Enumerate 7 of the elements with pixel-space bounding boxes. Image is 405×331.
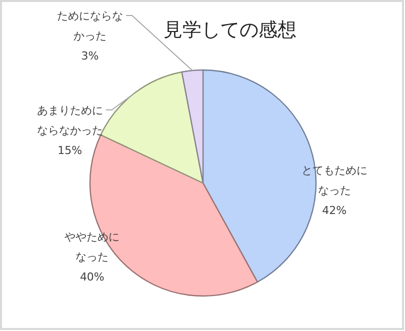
data-label: 40% [80,270,104,284]
chart-title: 見学しての感想 [164,19,296,41]
slice-label: ためにならなかった [57,9,123,42]
data-label: 3% [81,49,99,62]
slice-label: あまりためにならなかった [36,104,103,137]
data-label: 42% [322,204,347,218]
data-label: 15% [58,144,82,157]
